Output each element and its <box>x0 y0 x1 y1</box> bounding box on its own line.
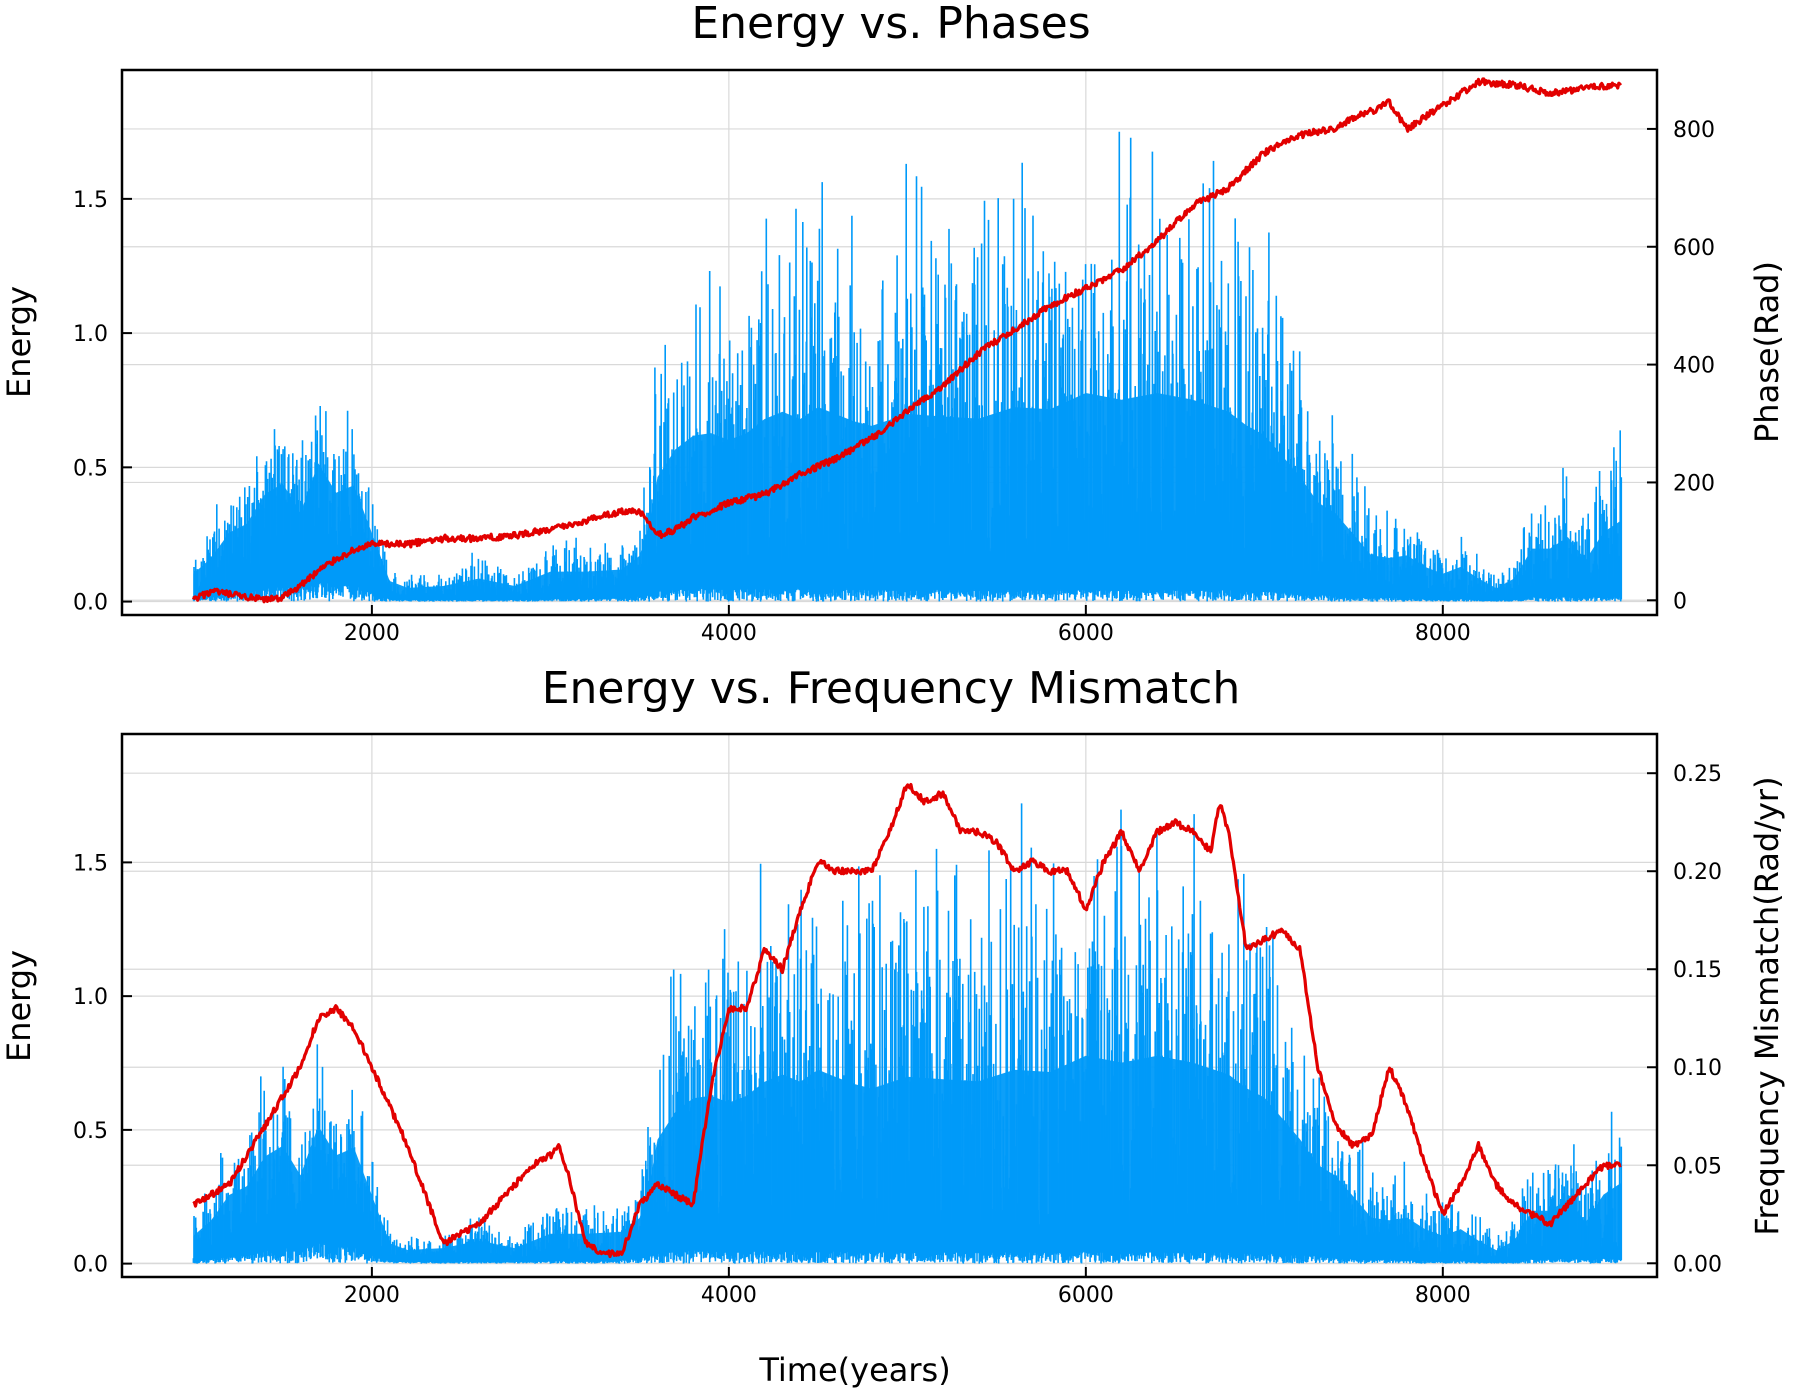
x-tick-label: 4000 <box>701 621 757 646</box>
y2-tick-label: 0.25 <box>1673 762 1722 787</box>
data-layer <box>191 77 1623 604</box>
y2-tick-label: 0.00 <box>1673 1252 1722 1277</box>
x-tick-label: 4000 <box>701 1283 757 1308</box>
y2-tick-label: 0.15 <box>1673 958 1722 983</box>
chart-energy-vs-frequency-mismatch: 2000 4000 6000 8000 0.0 0.5 1.0 1.5 0.00 0.05 0.10… <box>0 663 1786 1308</box>
tick-layer: 2000 4000 6000 8000 0.0 0.5 1.0 1.5 0 200 400 600 80… <box>73 118 1715 646</box>
y-tick-label: 0.5 <box>73 456 108 481</box>
data-layer <box>192 782 1623 1264</box>
energy-series-line <box>192 803 1623 1264</box>
y-tick-label: 1.5 <box>73 851 108 876</box>
chart-title: Energy vs. Phases <box>691 0 1090 49</box>
overlay-series-line <box>192 782 1622 1259</box>
y2-tick-label: 200 <box>1673 471 1715 496</box>
x-tick-label: 8000 <box>1415 1283 1471 1308</box>
y2-tick-label: 600 <box>1673 236 1715 261</box>
y-tick-label: 0.0 <box>73 1253 108 1278</box>
x-tick-label: 6000 <box>1058 621 1114 646</box>
plot-frame <box>120 68 1659 617</box>
chart-title: Energy vs. Frequency Mismatch <box>542 663 1241 714</box>
x-tick-label: 8000 <box>1415 621 1471 646</box>
y-tick-label: 1.5 <box>73 188 108 213</box>
y-tick-label: 0.0 <box>73 591 108 616</box>
y-tick-label: 1.0 <box>73 322 108 347</box>
y-tick-label: 1.0 <box>73 985 108 1010</box>
x-tick-label: 2000 <box>344 621 400 646</box>
y-axis-label-right: Phase(Rad) <box>1748 261 1786 443</box>
x-axis-label: Time(years) <box>758 1351 950 1389</box>
y2-tick-label: 0.20 <box>1673 860 1722 885</box>
y2-tick-label: 0.05 <box>1673 1154 1722 1179</box>
overlay-series-line <box>191 77 1623 604</box>
x-tick-label: 2000 <box>344 1283 400 1308</box>
y-axis-label-left: Energy <box>0 950 38 1062</box>
y2-tick-label: 0.10 <box>1673 1056 1722 1081</box>
y2-tick-label: 0 <box>1673 589 1687 614</box>
tick-layer: 2000 4000 6000 8000 0.0 0.5 1.0 1.5 0.00 0.05 0.10… <box>73 762 1722 1308</box>
energy-series-line <box>192 131 1623 602</box>
y2-tick-label: 400 <box>1673 354 1715 379</box>
y-tick-label: 0.5 <box>73 1119 108 1144</box>
x-tick-label: 6000 <box>1058 1283 1114 1308</box>
plot-frame <box>120 732 1659 1279</box>
y2-tick-label: 800 <box>1673 118 1715 143</box>
chart-energy-vs-phases: 2000 4000 6000 8000 0.0 0.5 1.0 1.5 0 200 400 600 80… <box>0 0 1786 646</box>
y-axis-label-right: Frequency Mismatch(Rad/yr) <box>1748 776 1786 1235</box>
y-axis-label-left: Energy <box>0 286 38 398</box>
